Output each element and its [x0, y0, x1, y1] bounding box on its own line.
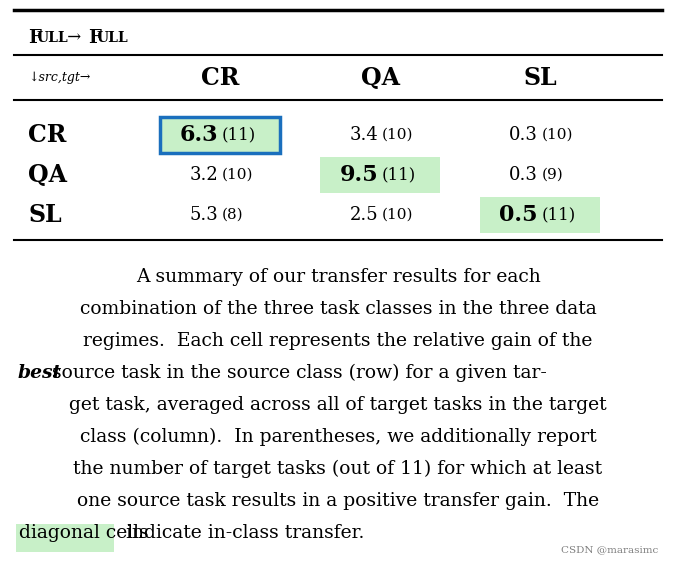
- Text: regimes.  Each cell represents the relative gain of the: regimes. Each cell represents the relati…: [83, 332, 593, 350]
- Text: indicate in-class transfer.: indicate in-class transfer.: [120, 524, 364, 542]
- Text: class (column).  In parentheses, we additionally report: class (column). In parentheses, we addit…: [80, 428, 596, 446]
- Text: get task, averaged across all of target tasks in the target: get task, averaged across all of target …: [69, 396, 607, 414]
- Text: (10): (10): [382, 128, 414, 142]
- Text: combination of the three task classes in the three data: combination of the three task classes in…: [80, 300, 596, 318]
- Bar: [160, 117, 280, 153]
- Text: (10): (10): [542, 128, 573, 142]
- Text: (9): (9): [542, 168, 564, 182]
- Text: CR: CR: [201, 66, 239, 90]
- Text: F: F: [88, 29, 101, 47]
- Bar: [480, 197, 600, 233]
- Text: CR: CR: [28, 123, 66, 147]
- Text: (10): (10): [222, 168, 254, 182]
- Text: (8): (8): [222, 208, 243, 222]
- Text: 5.3: 5.3: [189, 206, 218, 224]
- Text: CSDN @marasimc: CSDN @marasimc: [561, 545, 658, 554]
- Text: ↓src,tgt→: ↓src,tgt→: [28, 72, 91, 85]
- Text: SL: SL: [28, 203, 62, 227]
- Text: →: →: [62, 30, 87, 47]
- Text: (11): (11): [382, 166, 416, 183]
- Bar: [320, 157, 440, 193]
- Text: 3.2: 3.2: [189, 166, 218, 184]
- Text: ULL: ULL: [37, 31, 69, 45]
- Text: diagonal cells: diagonal cells: [19, 524, 155, 542]
- Text: F: F: [28, 29, 41, 47]
- Text: (11): (11): [222, 127, 256, 144]
- Text: SL: SL: [523, 66, 557, 90]
- Text: 0.3: 0.3: [509, 166, 538, 184]
- Text: 9.5: 9.5: [339, 164, 378, 186]
- Text: source task in the source class (row) for a given tar-: source task in the source class (row) fo…: [46, 364, 547, 382]
- Text: 3.4: 3.4: [349, 126, 378, 144]
- Text: the number of target tasks (out of 11) for which at least: the number of target tasks (out of 11) f…: [74, 460, 602, 478]
- Text: one source task results in a positive transfer gain.  The: one source task results in a positive tr…: [77, 492, 599, 510]
- Text: ULL: ULL: [97, 31, 128, 45]
- Text: QA: QA: [28, 163, 67, 187]
- Text: best: best: [18, 364, 62, 382]
- Text: 0.3: 0.3: [509, 126, 538, 144]
- Bar: [16, 524, 114, 552]
- Text: 0.5: 0.5: [500, 204, 538, 226]
- Text: (11): (11): [542, 207, 576, 223]
- Text: QA: QA: [360, 66, 400, 90]
- Text: 2.5: 2.5: [349, 206, 378, 224]
- Text: A summary of our transfer results for each: A summary of our transfer results for ea…: [136, 268, 540, 286]
- Text: (10): (10): [382, 208, 414, 222]
- Bar: [160, 117, 280, 153]
- Text: 6.3: 6.3: [180, 124, 218, 146]
